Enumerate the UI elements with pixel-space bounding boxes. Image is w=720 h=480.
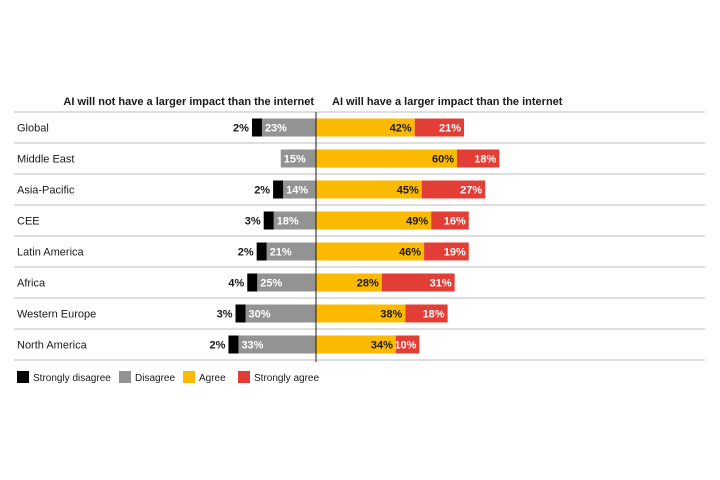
data-label-disagree: 15%	[284, 154, 306, 166]
bar-disagree	[245, 304, 316, 323]
data-label-strongly-agree: 21%	[439, 123, 461, 135]
data-label-disagree: 21%	[270, 247, 292, 259]
data-label-disagree: 23%	[265, 123, 287, 135]
chart-row: Africa 25% 4% 28% 31%	[14, 273, 705, 299]
bar-strongly-agree	[421, 180, 486, 199]
legend-item: Agree	[183, 371, 226, 384]
data-label-agree: 46%	[399, 247, 421, 259]
bar-strongly-disagree	[228, 335, 239, 354]
bar-strongly-disagree	[247, 273, 258, 292]
data-label-disagree: 25%	[260, 278, 282, 290]
category-label: North America	[17, 340, 88, 352]
data-label-agree: 45%	[397, 185, 419, 197]
data-label-agree: 34%	[371, 340, 393, 352]
data-label-agree: 60%	[432, 154, 454, 166]
bar-agree	[316, 149, 457, 168]
data-label-strongly-disagree: 2%	[238, 247, 254, 259]
bar-agree	[316, 242, 425, 261]
bar-agree	[316, 180, 422, 199]
legend-item: Strongly agree	[238, 371, 319, 384]
category-label: CEE	[17, 216, 40, 228]
data-label-strongly-agree: 31%	[430, 278, 452, 290]
data-label-agree: 28%	[357, 278, 379, 290]
legend-item: Disagree	[119, 371, 175, 384]
chart-row: Western Europe 30% 3% 38% 18%	[14, 304, 705, 330]
chart-row: Latin America 21% 2% 46% 19%	[14, 242, 705, 268]
chart-row: Global 23% 2% 42% 21%	[14, 118, 705, 144]
chart-row: CEE 18% 3% 49% 16%	[14, 211, 705, 237]
legend-label: Disagree	[135, 373, 175, 384]
category-label: Asia-Pacific	[17, 185, 75, 197]
data-label-disagree: 33%	[241, 340, 263, 352]
bar-strongly-disagree	[251, 118, 262, 137]
bar-disagree	[261, 118, 316, 137]
legend-swatch	[17, 371, 29, 383]
data-label-strongly-agree: 16%	[444, 216, 466, 228]
bar-agree	[316, 118, 415, 137]
legend-swatch	[119, 371, 131, 383]
bar-strongly-agree	[395, 335, 420, 354]
category-label: Western Europe	[17, 309, 96, 321]
left-header: AI will not have a larger impact than th…	[63, 96, 314, 108]
data-label-strongly-agree: 27%	[460, 185, 482, 197]
category-label: Middle East	[17, 154, 74, 166]
legend-swatch	[238, 371, 250, 383]
data-label-disagree: 14%	[286, 185, 308, 197]
data-label-strongly-agree: 18%	[423, 309, 445, 321]
chart-row: North America 33% 2% 34% 10%	[14, 335, 705, 361]
bar-disagree	[283, 180, 316, 199]
bar-agree	[316, 304, 406, 323]
category-label: Latin America	[17, 247, 85, 259]
legend-item: Strongly disagree	[17, 371, 111, 384]
bar-disagree	[238, 335, 316, 354]
legend-label: Agree	[199, 373, 226, 384]
bar-strongly-agree	[431, 211, 469, 230]
bar-disagree	[273, 211, 316, 230]
bar-strongly-disagree	[256, 242, 267, 261]
legend: Strongly disagree Disagree Agree Strongly a…	[17, 371, 319, 384]
bar-strongly-agree	[381, 273, 455, 292]
data-label-agree: 42%	[390, 123, 412, 135]
category-label: Global	[17, 123, 49, 135]
data-label-strongly-disagree: 3%	[217, 309, 233, 321]
bar-strongly-disagree	[263, 211, 274, 230]
bar-strongly-disagree	[273, 180, 284, 199]
bar-agree	[316, 211, 432, 230]
chart-rows: Global 23% 2% 42% 21% Middle East 15% 60% 18% Asi…	[14, 111, 705, 362]
bar-strongly-agree	[414, 118, 465, 137]
legend-label: Strongly disagree	[33, 373, 111, 384]
bar-strongly-disagree	[235, 304, 246, 323]
data-label-agree: 49%	[406, 216, 428, 228]
bar-strongly-agree	[405, 304, 448, 323]
right-header: AI will have a larger impact than the in…	[332, 96, 563, 108]
legend-swatch	[183, 371, 195, 383]
bar-agree	[316, 335, 396, 354]
data-label-strongly-disagree: 2%	[254, 185, 270, 197]
data-label-strongly-disagree: 2%	[210, 340, 226, 352]
data-label-strongly-disagree: 4%	[228, 278, 244, 290]
data-label-strongly-disagree: 3%	[245, 216, 261, 228]
legend-label: Strongly agree	[254, 373, 319, 384]
data-label-strongly-agree: 19%	[444, 247, 466, 259]
bar-disagree	[257, 273, 316, 292]
bar-strongly-agree	[424, 242, 469, 261]
data-label-strongly-disagree: 2%	[233, 123, 249, 135]
data-label-strongly-agree: 10%	[394, 340, 416, 352]
chart-row: Middle East 15% 60% 18%	[14, 149, 705, 175]
data-label-agree: 38%	[380, 309, 402, 321]
data-label-strongly-agree: 18%	[474, 154, 496, 166]
bar-disagree	[266, 242, 316, 261]
data-label-disagree: 18%	[277, 216, 299, 228]
chart-row: Asia-Pacific 14% 2% 45% 27%	[14, 180, 705, 206]
data-label-disagree: 30%	[249, 309, 271, 321]
bar-agree	[316, 273, 382, 292]
category-label: Africa	[17, 278, 46, 290]
bar-disagree	[280, 149, 316, 168]
bar-strongly-agree	[457, 149, 500, 168]
